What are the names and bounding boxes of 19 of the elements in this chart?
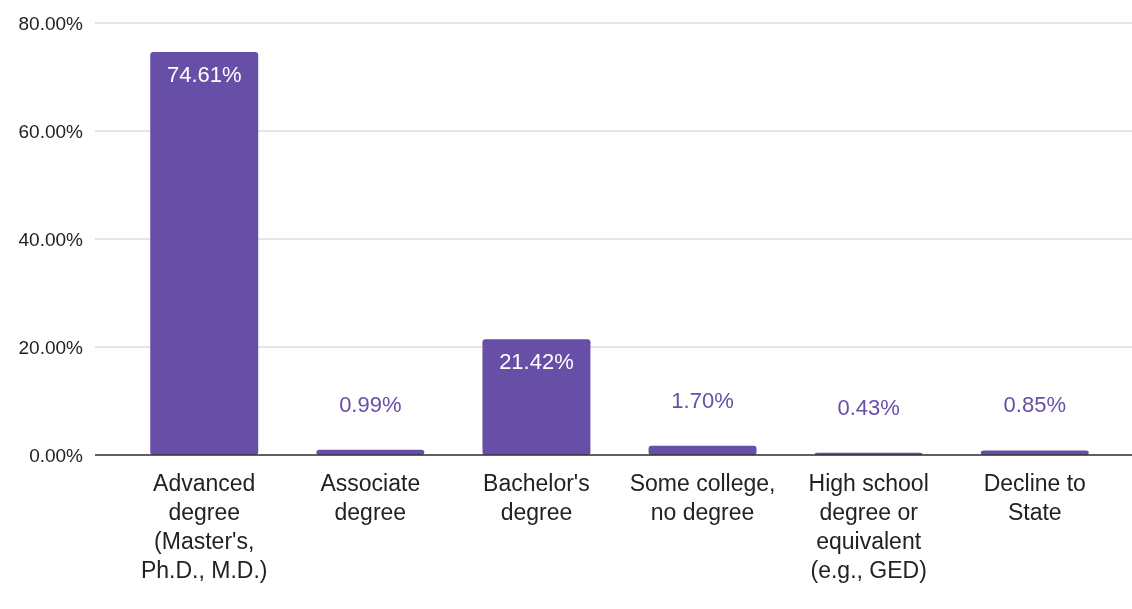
x-tick-label: Associate degree (320, 470, 421, 525)
y-tick-label: 40.00% (18, 228, 84, 250)
data-label: 0.43% (837, 394, 900, 420)
x-tick-label: Advanced degree (Master's, Ph.D., M.D.) (140, 470, 268, 583)
data-label: 1.70% (671, 387, 734, 413)
data-label: 74.61% (166, 62, 242, 88)
bar (482, 339, 591, 455)
x-tick-label: High school degree or equivalent (e.g., GED) (808, 470, 929, 583)
y-tick-label: 0.00% (29, 444, 84, 466)
x-tick-label: Bachelor's degree (483, 470, 590, 525)
x-tick-label: Decline to State (983, 470, 1086, 525)
data-label: 0.85% (1003, 392, 1066, 418)
y-tick-label: 80.00% (18, 12, 84, 34)
y-tick-label: 60.00% (18, 120, 84, 142)
data-label: 0.99% (339, 391, 402, 417)
x-tick-label: Some college, no degree (629, 470, 776, 525)
data-label: 21.42% (499, 349, 574, 375)
y-tick-label: 20.00% (18, 336, 84, 358)
bar (150, 52, 259, 455)
